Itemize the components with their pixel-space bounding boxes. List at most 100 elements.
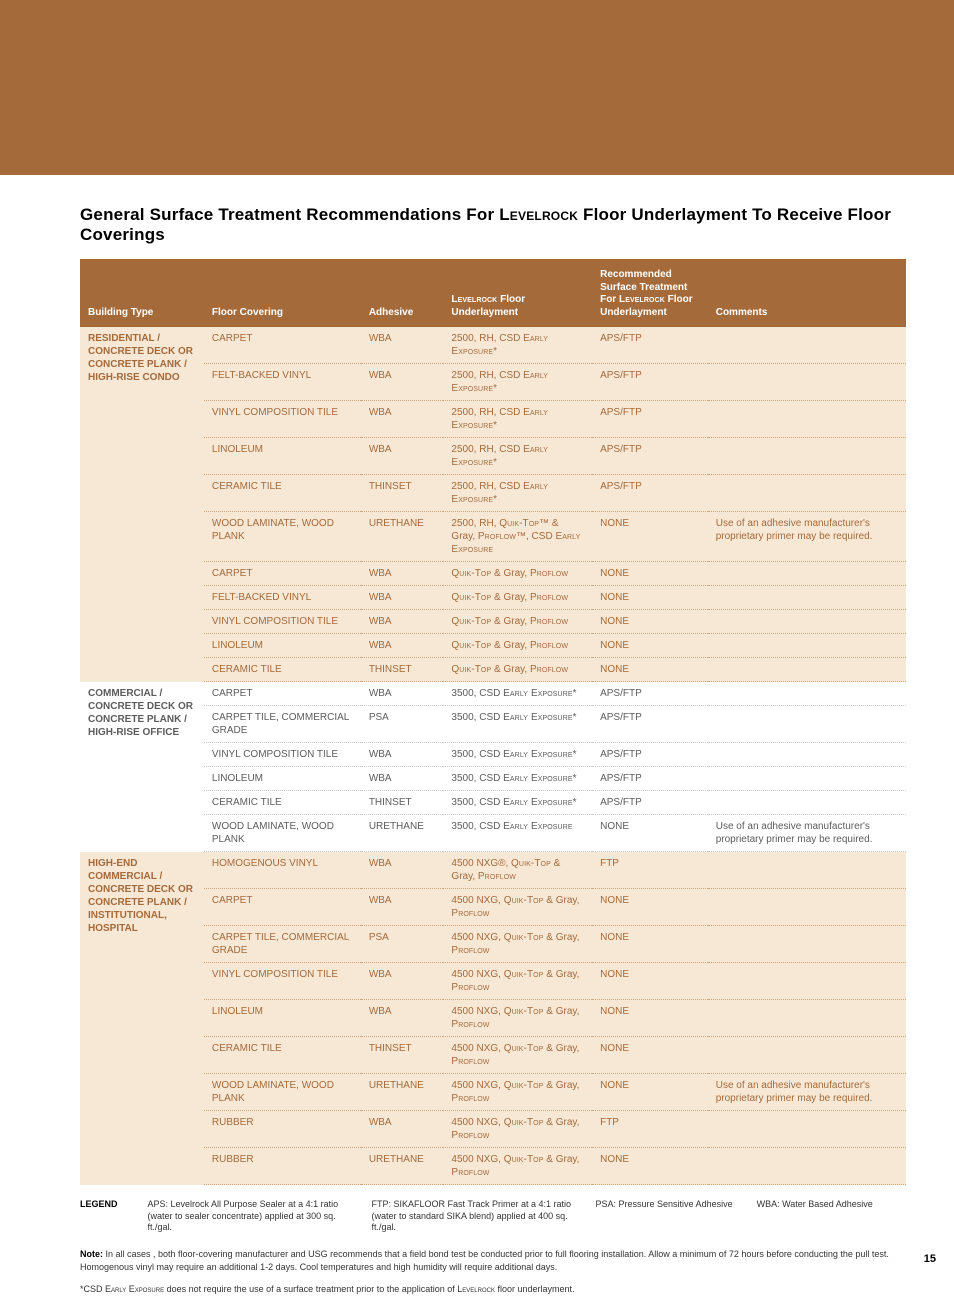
col-adhesive: Adhesive: [361, 259, 444, 327]
cell-ul: 4500 NXG, Quik-Top & Gray, Proflow: [443, 926, 592, 963]
table-row: LINOLEUMWBA4500 NXG, Quik-Top & Gray, Pr…: [80, 1000, 906, 1037]
table-body: RESIDENTIAL / CONCRETE DECK OR CONCRETE …: [80, 327, 906, 1185]
cell-tr: NONE: [592, 1037, 708, 1074]
legend-ftp: FTP: SIKAFLOOR Fast Track Primer at a 4:…: [372, 1199, 572, 1234]
table-row: CARPET TILE, COMMERCIAL GRADEPSA3500, CS…: [80, 706, 906, 743]
cell-ul: Quik-Top & Gray, Proflow: [443, 562, 592, 586]
note: Note: In all cases , both floor-covering…: [80, 1248, 906, 1273]
cell-fc: VINYL COMPOSITION TILE: [204, 963, 361, 1000]
cell-fc: VINYL COMPOSITION TILE: [204, 743, 361, 767]
cell-ad: WBA: [361, 634, 444, 658]
cell-ul: 3500, CSD Early Exposure*: [443, 767, 592, 791]
cell-ul: 2500, RH, CSD Early Exposure*: [443, 327, 592, 364]
cell-tr: NONE: [592, 1074, 708, 1111]
page-content: General Surface Treatment Recommendation…: [0, 175, 954, 1316]
cell-ad: THINSET: [361, 658, 444, 682]
cell-tr: APS/FTP: [592, 706, 708, 743]
cell-fc: LINOLEUM: [204, 438, 361, 475]
cell-ad: WBA: [361, 562, 444, 586]
cell-cm: [708, 767, 906, 791]
cell-tr: APS/FTP: [592, 743, 708, 767]
table-row: HIGH-END COMMERCIAL / CONCRETE DECK OR C…: [80, 852, 906, 889]
legend: LEGEND APS: Levelrock All Purpose Sealer…: [80, 1199, 906, 1234]
cell-ad: URETHANE: [361, 512, 444, 562]
table-row: RUBBERWBA4500 NXG, Quik-Top & Gray, Prof…: [80, 1111, 906, 1148]
cell-fc: RUBBER: [204, 1148, 361, 1185]
cell-ad: WBA: [361, 743, 444, 767]
table-row: LINOLEUMWBAQuik-Top & Gray, ProflowNONE: [80, 634, 906, 658]
cell-cm: [708, 682, 906, 706]
cell-tr: APS/FTP: [592, 682, 708, 706]
col-floor-covering: Floor Covering: [204, 259, 361, 327]
cell-tr: APS/FTP: [592, 438, 708, 475]
cell-tr: NONE: [592, 1000, 708, 1037]
table-row: VINYL COMPOSITION TILEWBA3500, CSD Early…: [80, 743, 906, 767]
cell-ul: 4500 NXG®, Quik-Top & Gray, Proflow: [443, 852, 592, 889]
cell-fc: CARPET: [204, 682, 361, 706]
table-row: WOOD LAMINATE, WOOD PLANKURETHANE3500, C…: [80, 815, 906, 852]
cell-fc: CARPET: [204, 889, 361, 926]
table-row: FELT-BACKED VINYLWBAQuik-Top & Gray, Pro…: [80, 586, 906, 610]
cell-ul: Quik-Top & Gray, Proflow: [443, 586, 592, 610]
cell-ul: 2500, RH, CSD Early Exposure*: [443, 401, 592, 438]
cell-cm: [708, 706, 906, 743]
cell-ul: 4500 NXG, Quik-Top & Gray, Proflow: [443, 1074, 592, 1111]
cell-cm: [708, 364, 906, 401]
cell-ad: PSA: [361, 926, 444, 963]
cell-ad: WBA: [361, 682, 444, 706]
note-text: In all cases , both floor-covering manuf…: [80, 1249, 889, 1272]
cell-fc: WOOD LAMINATE, WOOD PLANK: [204, 1074, 361, 1111]
title-levelrock: Levelrock: [499, 205, 578, 224]
table-row: CARPETWBA4500 NXG, Quik-Top & Gray, Prof…: [80, 889, 906, 926]
legend-wba: WBA: Water Based Adhesive: [757, 1199, 873, 1211]
cell-ul: 4500 NXG, Quik-Top & Gray, Proflow: [443, 1111, 592, 1148]
cell-fc: CERAMIC TILE: [204, 658, 361, 682]
cell-fc: LINOLEUM: [204, 634, 361, 658]
cell-cm: [708, 1148, 906, 1185]
cell-ul: 2500, RH, CSD Early Exposure*: [443, 438, 592, 475]
cell-fc: CARPET: [204, 562, 361, 586]
cell-ad: WBA: [361, 401, 444, 438]
cell-fc: CARPET TILE, COMMERCIAL GRADE: [204, 926, 361, 963]
building-type-cell: COMMERCIAL / CONCRETE DECK OR CONCRETE P…: [80, 682, 204, 852]
cell-fc: WOOD LAMINATE, WOOD PLANK: [204, 512, 361, 562]
col-comments: Comments: [708, 259, 906, 327]
cell-tr: NONE: [592, 889, 708, 926]
header-row: Building Type Floor Covering Adhesive Le…: [80, 259, 906, 327]
header-band: [0, 0, 954, 175]
cell-ad: WBA: [361, 586, 444, 610]
page-title: General Surface Treatment Recommendation…: [80, 205, 906, 245]
cell-ul: 3500, CSD Early Exposure*: [443, 682, 592, 706]
table-row: CARPET TILE, COMMERCIAL GRADEPSA4500 NXG…: [80, 926, 906, 963]
cell-ad: WBA: [361, 1000, 444, 1037]
cell-fc: CARPET TILE, COMMERCIAL GRADE: [204, 706, 361, 743]
cell-ad: WBA: [361, 610, 444, 634]
title-pre: General Surface Treatment Recommendation…: [80, 205, 499, 224]
table-row: WOOD LAMINATE, WOOD PLANKURETHANE4500 NX…: [80, 1074, 906, 1111]
cell-fc: FELT-BACKED VINYL: [204, 586, 361, 610]
cell-fc: CERAMIC TILE: [204, 791, 361, 815]
table-row: RESIDENTIAL / CONCRETE DECK OR CONCRETE …: [80, 327, 906, 364]
cell-fc: CARPET: [204, 327, 361, 364]
cell-tr: APS/FTP: [592, 401, 708, 438]
cell-fc: RUBBER: [204, 1111, 361, 1148]
table-row: LINOLEUMWBA3500, CSD Early Exposure*APS/…: [80, 767, 906, 791]
cell-ul: 3500, CSD Early Exposure*: [443, 743, 592, 767]
cell-fc: CERAMIC TILE: [204, 475, 361, 512]
cell-ad: URETHANE: [361, 1074, 444, 1111]
cell-ul: 4500 NXG, Quik-Top & Gray, Proflow: [443, 1037, 592, 1074]
cell-cm: [708, 610, 906, 634]
cell-ul: Quik-Top & Gray, Proflow: [443, 634, 592, 658]
cell-cm: [708, 327, 906, 364]
cell-ul: 3500, CSD Early Exposure*: [443, 791, 592, 815]
cell-cm: [708, 475, 906, 512]
cell-tr: NONE: [592, 926, 708, 963]
cell-cm: [708, 1111, 906, 1148]
page-number: 15: [924, 1253, 936, 1265]
building-type-cell: HIGH-END COMMERCIAL / CONCRETE DECK OR C…: [80, 852, 204, 1185]
legend-psa: PSA: Pressure Sensitive Adhesive: [596, 1199, 733, 1211]
cell-ad: WBA: [361, 889, 444, 926]
cell-cm: [708, 658, 906, 682]
cell-cm: Use of an adhesive manufacturer's propri…: [708, 1074, 906, 1111]
cell-cm: [708, 1037, 906, 1074]
